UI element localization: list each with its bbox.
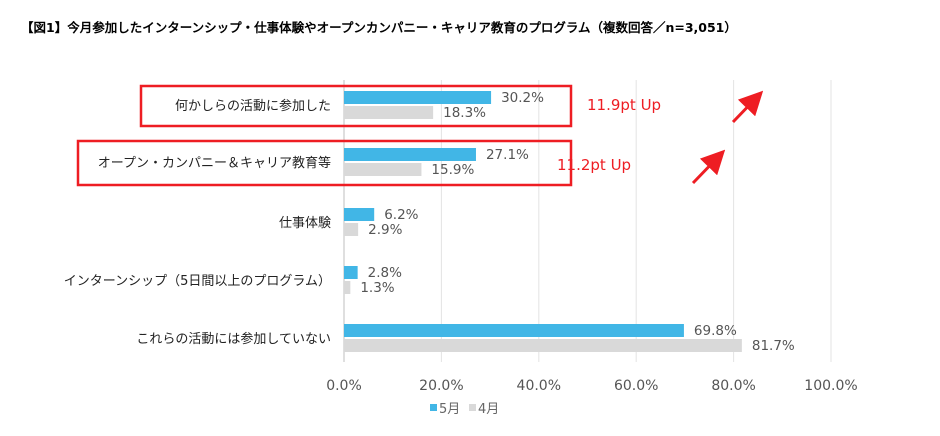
chart-title: 【図1】今月参加したインターンシップ・仕事体験やオープンカンパニー・キャリア教育… bbox=[21, 20, 737, 35]
highlight-annotations: 11.9pt Up 11.2pt Up bbox=[76, 84, 764, 187]
legend: 5月 4月 bbox=[430, 402, 499, 417]
bar-may bbox=[344, 324, 684, 337]
category-label: 仕事体験 bbox=[279, 216, 331, 231]
bar-may bbox=[344, 208, 375, 221]
x-tick-labels: 0.0% 20.0% 40.0% 60.0% 80.0% 100.0% bbox=[326, 378, 857, 394]
category-label: これらの活動には参加していない bbox=[136, 331, 331, 347]
legend-swatch-april bbox=[469, 404, 476, 411]
up-arrow-2 bbox=[691, 149, 726, 185]
category-label: インターンシップ（5日間以上のプログラム） bbox=[64, 274, 331, 289]
x-tick-label: 60.0% bbox=[614, 378, 658, 394]
legend-label-may: 5月 bbox=[439, 402, 460, 417]
bar-april bbox=[344, 163, 422, 176]
value-label-april: 81.7% bbox=[752, 338, 795, 354]
category-label: オープン・カンパニー＆キャリア教育等 bbox=[98, 155, 331, 171]
annotation-1: 11.9pt Up bbox=[587, 96, 661, 114]
value-label-april: 2.9% bbox=[368, 222, 402, 238]
bar-may bbox=[344, 91, 492, 104]
highlight-box-2 bbox=[76, 139, 573, 187]
value-label-may: 27.1% bbox=[486, 147, 529, 163]
bar-may bbox=[344, 148, 476, 161]
value-label-may: 2.8% bbox=[368, 265, 402, 281]
bar-april bbox=[344, 223, 359, 236]
up-arrow-1 bbox=[731, 90, 764, 124]
bar-april bbox=[344, 281, 351, 294]
bar-april bbox=[344, 339, 742, 352]
bar-april bbox=[344, 106, 434, 119]
value-labels: 30.2% 18.3% 27.1% 15.9% 6.2%2.9% 2.8%1.3% 69.8… bbox=[360, 90, 795, 354]
highlight-box-1 bbox=[139, 84, 573, 128]
value-label-april: 15.9% bbox=[431, 162, 474, 178]
value-label-may: 30.2% bbox=[501, 90, 544, 106]
category-labels: 何かしらの活動に参加したオープン・カンパニー＆キャリア教育等仕事体験インターンシ… bbox=[64, 98, 331, 347]
legend-label-april: 4月 bbox=[478, 402, 499, 417]
bar-may bbox=[344, 266, 358, 279]
bars bbox=[344, 91, 742, 352]
annotation-2: 11.2pt Up bbox=[557, 156, 631, 174]
x-tick-label: 80.0% bbox=[711, 378, 755, 394]
value-label-april: 18.3% bbox=[443, 105, 486, 121]
x-tick-label: 100.0% bbox=[804, 378, 857, 394]
legend-swatch-may bbox=[430, 404, 437, 411]
x-tick-label: 40.0% bbox=[517, 378, 561, 394]
value-label-may: 69.8% bbox=[694, 323, 737, 339]
category-label: 何かしらの活動に参加した bbox=[175, 98, 331, 114]
value-label-may: 6.2% bbox=[384, 207, 418, 223]
x-tick-label: 20.0% bbox=[419, 378, 463, 394]
x-tick-label: 0.0% bbox=[326, 378, 362, 394]
value-label-april: 1.3% bbox=[360, 280, 394, 296]
